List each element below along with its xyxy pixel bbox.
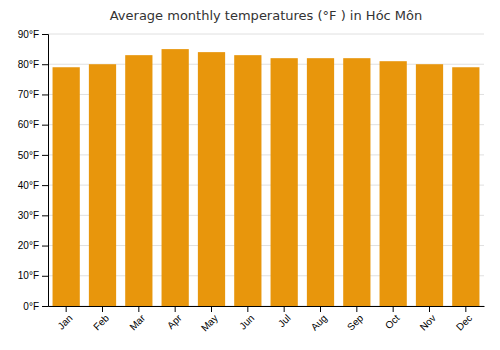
x-tick-mark bbox=[138, 306, 139, 312]
x-tick-mark bbox=[393, 306, 394, 312]
y-tick: 30°F bbox=[18, 210, 48, 221]
x-tick: Jul bbox=[276, 306, 293, 329]
x-tick: Jan bbox=[55, 306, 74, 332]
bar bbox=[198, 52, 225, 306]
x-tick-mark bbox=[320, 306, 321, 312]
y-tick-mark bbox=[42, 215, 48, 216]
x-tick-mark bbox=[211, 306, 212, 312]
x-tick-label: Jun bbox=[237, 312, 256, 331]
x-tick: Aug bbox=[309, 306, 329, 333]
y-tick: 80°F bbox=[18, 59, 48, 70]
y-tick-mark bbox=[42, 276, 48, 277]
x-tick-label: Apr bbox=[165, 312, 184, 331]
y-tick: 90°F bbox=[18, 29, 48, 40]
y-tick: 0°F bbox=[23, 301, 48, 312]
x-tick: Apr bbox=[165, 306, 184, 331]
y-tick-label: 40°F bbox=[18, 180, 39, 191]
x-tick-label: Mar bbox=[127, 312, 147, 332]
y-tick-label: 20°F bbox=[18, 240, 39, 251]
bar bbox=[53, 67, 80, 306]
y-tick: 40°F bbox=[18, 180, 48, 191]
y-tick-mark bbox=[42, 64, 48, 65]
x-tick: Dec bbox=[454, 306, 474, 333]
bar bbox=[452, 67, 479, 306]
bar bbox=[234, 55, 261, 306]
y-tick-mark bbox=[42, 185, 48, 186]
x-tick-label: Nov bbox=[418, 312, 438, 332]
y-tick: 70°F bbox=[18, 89, 48, 100]
x-tick: Feb bbox=[91, 306, 111, 332]
x-tick-mark bbox=[102, 306, 103, 312]
x-tick: Sep bbox=[345, 306, 366, 333]
y-tick-mark bbox=[42, 94, 48, 95]
y-tick-mark bbox=[42, 246, 48, 247]
grid bbox=[48, 34, 484, 306]
x-tick-mark bbox=[429, 306, 430, 312]
y-tick-label: 90°F bbox=[18, 29, 39, 40]
x-tick: Jun bbox=[237, 306, 256, 332]
x-tick-mark bbox=[465, 306, 466, 312]
y-tick-mark bbox=[42, 306, 48, 307]
x-tick-label: Oct bbox=[383, 312, 402, 331]
x-tick-mark bbox=[66, 306, 67, 312]
x-tick-mark bbox=[175, 306, 176, 312]
y-tick-label: 80°F bbox=[18, 59, 39, 70]
plot: 0°F 10°F 20°F 30°F 40°F 50°F 60°F 70°F 80°F 90°F J… bbox=[18, 29, 485, 334]
y-tick-mark bbox=[42, 155, 48, 156]
title: Average monthly temperatures (°F ) in Hó… bbox=[110, 8, 423, 23]
chart: 0°F 10°F 20°F 30°F 40°F 50°F 60°F 70°F 80°F 90°F J… bbox=[0, 0, 500, 350]
y-tick-label: 0°F bbox=[23, 301, 39, 312]
x-axis-line bbox=[49, 306, 485, 307]
y-tick-mark bbox=[42, 34, 48, 35]
y-tick-label: 60°F bbox=[18, 119, 39, 130]
x-tick: May bbox=[199, 306, 220, 334]
bar bbox=[162, 49, 189, 306]
bar bbox=[343, 58, 370, 306]
y-tick: 20°F bbox=[18, 240, 48, 251]
y-tick-label: 30°F bbox=[18, 210, 39, 221]
y-tick-label: 50°F bbox=[18, 150, 39, 161]
bar bbox=[416, 64, 443, 306]
x-tick: Oct bbox=[383, 306, 402, 331]
grid-line bbox=[48, 34, 484, 35]
y-tick: 60°F bbox=[18, 119, 48, 130]
x-tick-mark bbox=[284, 306, 285, 312]
x-tick-label: Feb bbox=[91, 312, 111, 332]
y-tick: 10°F bbox=[18, 270, 48, 281]
y-tick-label: 10°F bbox=[18, 270, 39, 281]
x-tick-label: Jan bbox=[55, 312, 74, 331]
bar bbox=[89, 64, 116, 306]
y-axis: 0°F 10°F 20°F 30°F 40°F 50°F 60°F 70°F 80°F 90°F bbox=[18, 29, 49, 312]
bars bbox=[53, 49, 480, 306]
y-tick-mark bbox=[42, 125, 48, 126]
x-tick-label: Jul bbox=[276, 312, 293, 329]
bar bbox=[271, 58, 298, 306]
x-tick-label: Dec bbox=[454, 312, 474, 332]
x-tick-label: Aug bbox=[309, 312, 329, 332]
x-tick: Mar bbox=[127, 306, 147, 332]
x-axis: Jan Feb Mar Apr May Jun Jul Aug Sep Oct Nov Dec bbox=[49, 306, 485, 334]
x-tick-label: May bbox=[199, 312, 220, 333]
x-tick: Nov bbox=[418, 306, 438, 333]
bar bbox=[380, 61, 407, 306]
y-axis-line bbox=[42, 35, 49, 307]
bar bbox=[307, 58, 334, 306]
y-tick-label: 70°F bbox=[18, 89, 39, 100]
bar bbox=[125, 55, 152, 306]
x-tick-label: Sep bbox=[345, 312, 366, 333]
y-tick: 50°F bbox=[18, 150, 48, 161]
x-tick-mark bbox=[247, 306, 248, 312]
x-tick-mark bbox=[356, 306, 357, 312]
